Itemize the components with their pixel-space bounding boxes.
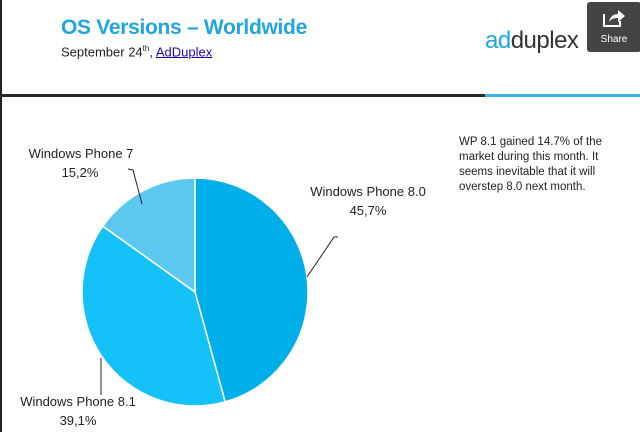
- leader-line-wp7: [127, 168, 143, 205]
- header-divider-accent: [485, 94, 640, 97]
- adduplex-logo: adduplex: [485, 27, 579, 54]
- subtitle: September 24th, AdDuplex: [61, 44, 212, 59]
- label-wp81-value: 39,1%: [60, 413, 97, 428]
- frame-border: [0, 0, 2, 432]
- pie-slice-windows-phone-7: [101, 177, 196, 294]
- share-arrow-icon: [603, 10, 625, 27]
- subtitle-sup: th: [142, 44, 150, 53]
- label-wp80-name: Windows Phone 8.0: [310, 184, 426, 199]
- share-button[interactable]: Share: [587, 2, 640, 52]
- label-wp80-value: 45,7%: [350, 203, 387, 218]
- share-label: Share: [600, 34, 628, 45]
- label-wp7-name: Windows Phone 7: [29, 146, 134, 161]
- subtitle-sep: ,: [149, 44, 156, 60]
- header-divider: [0, 94, 485, 97]
- leader-line-wp80: [306, 236, 338, 278]
- page-title: OS Versions – Worldwide: [61, 16, 307, 39]
- subtitle-date: September 24: [61, 44, 143, 60]
- label-wp7-value: 15,2%: [62, 165, 99, 180]
- chart-annotation: WP 8.1 gained 14.7% of the market during…: [459, 136, 602, 193]
- label-wp81-name: Windows Phone 8.1: [20, 394, 136, 409]
- pie-slice-windows-phone-8-1: [81, 225, 227, 407]
- adduplex-link[interactable]: AdDuplex: [155, 44, 213, 60]
